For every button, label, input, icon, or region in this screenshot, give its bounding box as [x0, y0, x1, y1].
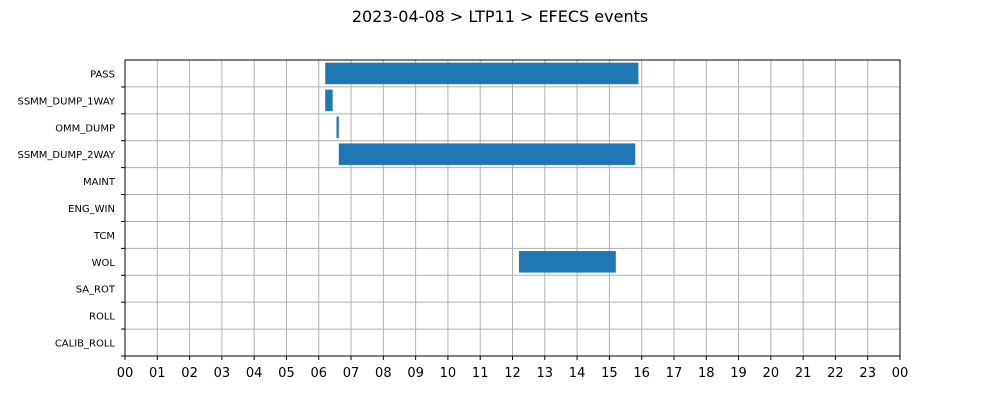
- y-tick-label: SSMM_DUMP_1WAY: [17, 96, 115, 107]
- x-tick-label: 23: [859, 366, 876, 381]
- x-tick-label: 00: [892, 366, 909, 381]
- y-tick-label: SA_ROT: [76, 285, 116, 296]
- x-tick-label: 12: [504, 366, 521, 381]
- event-bar: [325, 89, 333, 112]
- x-tick-label: 21: [795, 366, 812, 381]
- x-tick-label: 10: [440, 366, 457, 381]
- x-tick-label: 14: [569, 366, 586, 381]
- y-axis-ticks: PASS SSMM_DUMP_1WAY OMM_DUMP SSMM_DUMP_2WAY…: [17, 69, 125, 357]
- x-tick-label: 01: [149, 366, 166, 381]
- x-tick-label: 08: [375, 366, 392, 381]
- x-tick-label: 02: [181, 366, 198, 381]
- x-tick-label: 04: [246, 366, 263, 381]
- x-tick-label: 13: [537, 366, 554, 381]
- event-bar: [338, 143, 636, 165]
- x-tick-label: 11: [472, 366, 489, 381]
- event-bar: [518, 251, 616, 273]
- y-tick-label: CALIB_ROLL: [55, 339, 116, 350]
- event-bar: [325, 62, 639, 85]
- y-tick-label: OMM_DUMP: [55, 123, 115, 134]
- x-tick-label: 18: [698, 366, 715, 381]
- y-tick-label: MAINT: [83, 177, 116, 188]
- x-axis-ticks: 00 01 02 03 04 05 06 07 08 09 10 11 12 13 14 15 16 17 18 19…: [117, 356, 909, 381]
- x-tick-label: 16: [633, 366, 650, 381]
- chart-title: 2023-04-08 > LTP11 > EFECS events: [352, 7, 648, 26]
- y-tick-label: PASS: [90, 69, 115, 80]
- event-bar: [336, 116, 339, 139]
- y-tick-label: TCM: [93, 231, 115, 242]
- x-tick-label: 17: [666, 366, 683, 381]
- x-tick-label: 19: [730, 366, 747, 381]
- x-tick-label: 03: [214, 366, 231, 381]
- x-tick-label: 06: [310, 366, 327, 381]
- y-tick-label: ROLL: [89, 312, 115, 323]
- x-tick-label: 20: [763, 366, 780, 381]
- x-tick-label: 00: [117, 366, 134, 381]
- x-tick-label: 22: [827, 366, 844, 381]
- x-tick-label: 15: [601, 366, 618, 381]
- x-tick-label: 09: [407, 366, 424, 381]
- y-tick-label: WOL: [92, 258, 116, 269]
- plot-frame: [124, 59, 901, 357]
- y-tick-label: ENG_WIN: [68, 204, 115, 215]
- grid-lines: [124, 60, 901, 357]
- y-tick-label: SSMM_DUMP_2WAY: [17, 150, 115, 161]
- event-bars: [325, 62, 639, 273]
- x-tick-label: 05: [278, 366, 295, 381]
- x-tick-label: 07: [343, 366, 360, 381]
